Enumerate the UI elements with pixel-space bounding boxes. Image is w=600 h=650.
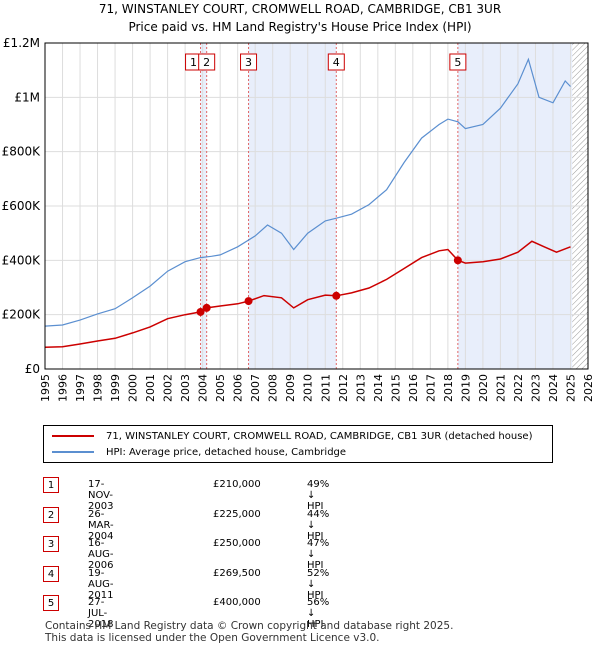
transaction-point <box>196 307 205 316</box>
chart-title-address: 71, WINSTANLEY COURT, CROMWELL ROAD, CAM… <box>98 2 502 16</box>
x-tick-label: 2026 <box>582 374 595 402</box>
legend-item-property: 71, WINSTANLEY COURT, CROMWELL ROAD, CAM… <box>52 428 532 444</box>
row-hpi-diff: 56% ↓ HPI <box>307 597 330 630</box>
x-tick-label: 2025 <box>564 374 577 402</box>
row-price: £250,000 <box>213 538 261 549</box>
x-tick-label: 1995 <box>39 374 52 402</box>
x-tick-label: 2024 <box>547 374 560 402</box>
transaction-label-box <box>449 53 467 71</box>
transaction-label-box <box>198 53 216 71</box>
transaction-label: 4 <box>333 56 340 69</box>
x-tick-label: 2015 <box>389 374 402 402</box>
x-tick-label: 1997 <box>74 374 87 402</box>
transaction-label: 5 <box>454 56 461 69</box>
x-tick-label: 2010 <box>302 374 315 402</box>
row-number-badge: 3 <box>43 536 59 552</box>
x-tick-label: 2001 <box>144 374 157 402</box>
x-tick-label: 2017 <box>424 374 437 402</box>
y-tick-label: £1.2M <box>3 36 40 50</box>
x-tick-label: 2014 <box>372 374 385 402</box>
x-tick-label: 2012 <box>337 374 350 402</box>
y-tick-label: £400K <box>2 253 42 267</box>
property-line-swatch <box>52 435 94 437</box>
x-tick-label: 2016 <box>407 374 420 402</box>
x-tick-label: 2000 <box>127 374 140 402</box>
x-tick-label: 2018 <box>442 374 455 402</box>
row-number-badge: 2 <box>43 507 59 523</box>
y-tick-label: £600K <box>2 199 42 213</box>
row-date: 17-NOV-2003 <box>88 479 114 512</box>
row-hpi-diff: 49% ↓ HPI <box>307 479 330 512</box>
legend-item-hpi: HPI: Average price, detached house, Camb… <box>52 444 346 460</box>
x-tick-label: 2006 <box>232 374 245 402</box>
x-tick-label: 2007 <box>249 374 262 402</box>
legend-property-label: 71, WINSTANLEY COURT, CROMWELL ROAD, CAM… <box>106 430 533 442</box>
row-date: 19-AUG-2011 <box>88 568 114 601</box>
row-number-badge: 5 <box>43 595 59 611</box>
x-tick-label: 1998 <box>92 374 105 402</box>
transaction-point <box>202 303 211 312</box>
x-tick-label: 1996 <box>57 374 70 402</box>
row-hpi-diff: 52% ↓ HPI <box>307 568 330 601</box>
transaction-label: 1 <box>190 56 197 69</box>
y-tick-label: £1M <box>14 90 40 104</box>
x-tick-label: 2011 <box>319 374 332 402</box>
footer-copyright: Contains HM Land Registry data © Crown c… <box>45 620 454 632</box>
hpi-line-swatch <box>52 451 94 453</box>
legend: 71, WINSTANLEY COURT, CROMWELL ROAD, CAM… <box>43 425 553 463</box>
hpi-line <box>44 57 571 327</box>
row-price: £269,500 <box>213 568 261 579</box>
row-date: 27-JUL-2018 <box>88 597 114 630</box>
row-number-badge: 1 <box>43 477 59 493</box>
y-tick-label: £800K <box>2 145 42 159</box>
x-tick-label: 2003 <box>179 374 192 402</box>
legend-hpi-label: HPI: Average price, detached house, Camb… <box>106 446 347 458</box>
transaction-label: 3 <box>245 56 252 69</box>
x-tick-label: 2002 <box>162 374 175 402</box>
row-hpi-diff: 44% ↓ HPI <box>307 509 330 542</box>
x-tick-label: 2005 <box>214 374 227 402</box>
transaction-point <box>332 291 341 300</box>
transaction-label-box <box>327 53 345 71</box>
x-tick-label: 2023 <box>529 374 542 402</box>
transaction-point <box>453 256 462 265</box>
row-price: £210,000 <box>213 479 261 490</box>
transaction-point <box>244 297 253 306</box>
x-tick-label: 2004 <box>197 374 210 402</box>
price-chart: £0 £200K £400K £600K £800K £1M £1.2M 1995 1996 19… <box>2 36 595 402</box>
row-price: £225,000 <box>213 509 261 520</box>
x-tick-label: 2009 <box>284 374 297 402</box>
row-date: 16-AUG-2006 <box>88 538 114 571</box>
x-tick-label: 1999 <box>109 374 122 402</box>
x-tick-label: 2021 <box>494 374 507 402</box>
x-tick-label: 2008 <box>267 374 280 402</box>
row-hpi-diff: 47% ↓ HPI <box>307 538 330 571</box>
plot-frame <box>44 42 589 370</box>
x-tick-label: 2022 <box>512 374 525 402</box>
footer-licence: This data is licensed under the Open Gov… <box>45 632 380 644</box>
property-price-line <box>44 240 571 349</box>
x-tick-label: 2020 <box>477 374 490 402</box>
transaction-label: 2 <box>203 56 210 69</box>
row-price: £400,000 <box>213 597 261 608</box>
row-number-badge: 4 <box>43 566 59 582</box>
x-tick-label: 2019 <box>459 374 472 402</box>
y-tick-label: £200K <box>2 308 42 322</box>
chart-subtitle: Price paid vs. HM Land Registry's House … <box>128 20 472 34</box>
row-date: 26-MAR-2004 <box>88 509 114 542</box>
y-tick-label: £0 <box>25 362 40 376</box>
x-tick-label: 2013 <box>354 374 367 402</box>
transaction-label-box <box>240 53 258 71</box>
